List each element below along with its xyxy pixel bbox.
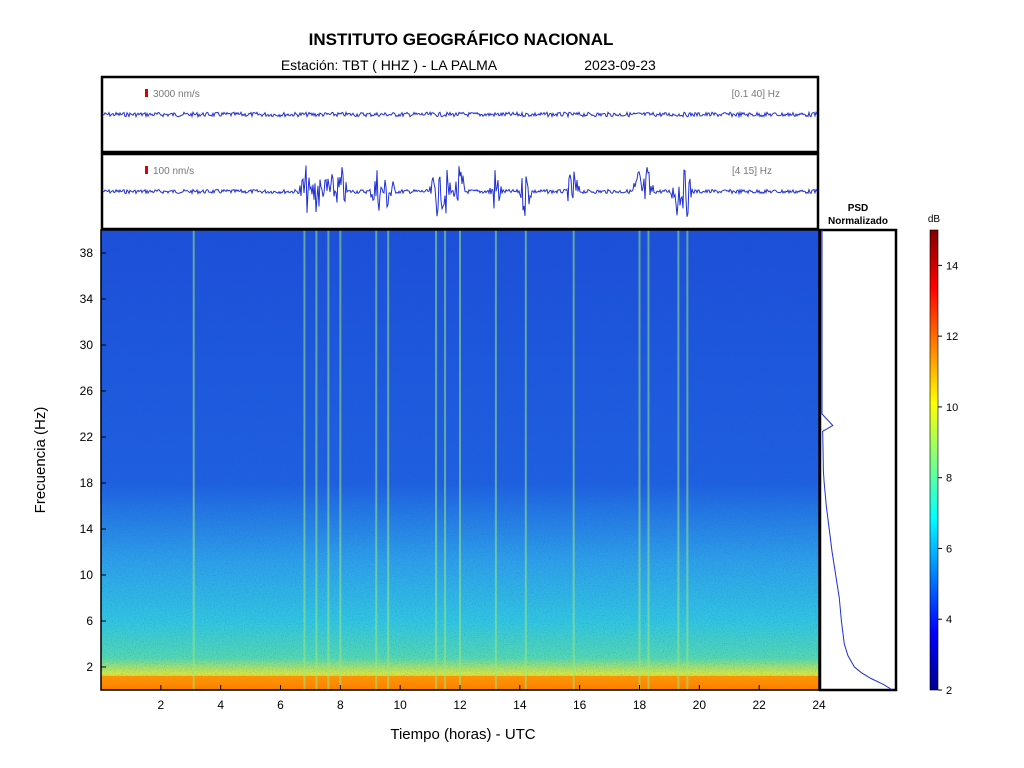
colorbar-tick-label: 10 <box>946 402 958 414</box>
spectrogram-panel: 2 4 6 8 10 12 14 16 18 20 22 24 261014182226303438 … <box>32 229 826 743</box>
x-tick-label: 18 <box>633 698 647 712</box>
x-tick-label: 20 <box>693 698 707 712</box>
colorbar-tick-label: 2 <box>946 685 952 697</box>
x-tick-label: 22 <box>752 698 766 712</box>
x-axis-label: Tiempo (horas) - UTC <box>390 726 535 743</box>
y-tick-label: 34 <box>80 292 94 306</box>
station-label: Estación: TBT ( HHZ ) - LA PALMA <box>281 57 498 73</box>
y-tick-label: 22 <box>80 430 94 444</box>
x-tick-label: 6 <box>277 698 284 712</box>
y-tick-label: 38 <box>80 246 94 260</box>
colorbar-tick-label: 14 <box>946 260 958 272</box>
filter-label-filtered: [4 15] Hz <box>732 166 772 177</box>
spectrogram-event-lines <box>192 230 689 690</box>
scale-marker-broadband <box>145 89 148 97</box>
filter-label-broadband: [0.1 40] Hz <box>732 89 780 100</box>
colorbar-tick-label: 4 <box>946 614 952 626</box>
colorbar-tick-label: 6 <box>946 543 952 555</box>
y-tick-label: 6 <box>86 614 93 628</box>
psd-subtitle: Normalizado <box>828 216 888 227</box>
x-tick-label: 8 <box>337 698 344 712</box>
scale-marker-filtered <box>145 166 148 174</box>
scale-label-filtered: 100 nm/s <box>153 166 194 177</box>
colorbar-tick-label: 12 <box>946 331 958 343</box>
psd-curve <box>821 230 893 691</box>
date-label: 2023-09-23 <box>584 57 656 73</box>
colorbar-ticks: 2 4 6 8 10 12 14 <box>938 260 958 697</box>
figure-title: INSTITUTO GEOGRÁFICO NACIONAL <box>309 30 614 49</box>
trace-line <box>102 165 818 217</box>
seismogram-filtered-trace <box>102 165 818 217</box>
psd-title: PSD <box>848 203 869 214</box>
scale-label-broadband: 3000 nm/s <box>153 89 200 100</box>
x-tick-label: 12 <box>453 698 467 712</box>
x-tick-label: 16 <box>573 698 587 712</box>
y-tick-label: 2 <box>86 660 93 674</box>
y-tick-label: 14 <box>80 522 94 536</box>
seismogram-broadband-panel: 3000 nm/s [0.1 40] Hz <box>100 75 820 154</box>
x-tick-label: 4 <box>217 698 224 712</box>
x-tick-label: 10 <box>393 698 407 712</box>
seismogram-filtered-frame <box>100 152 820 231</box>
seismogram-broadband-trace <box>102 110 818 119</box>
psd-panel: PSD Normalizado <box>818 203 898 692</box>
y-tick-label: 30 <box>80 338 94 352</box>
y-tick-label: 18 <box>80 476 94 490</box>
x-tick-label: 24 <box>812 698 826 712</box>
seismogram-filtered-panel: 100 nm/s [4 15] Hz <box>100 152 820 231</box>
colorbar-label: dB <box>928 214 941 225</box>
y-tick-label: 26 <box>80 384 94 398</box>
psd-frame <box>818 228 898 692</box>
colorbar: dB 2 4 6 8 10 12 14 <box>928 214 958 697</box>
trace-line <box>102 110 818 119</box>
y-axis-label: Frecuencia (Hz) <box>32 407 49 514</box>
colorbar-tick-label: 8 <box>946 473 952 485</box>
seismogram-broadband-frame <box>100 75 820 154</box>
x-tick-label: 2 <box>157 698 164 712</box>
x-tick-label: 14 <box>513 698 527 712</box>
spectrogram-x-axis: 2 4 6 8 10 12 14 16 18 20 22 24 <box>157 685 826 712</box>
y-tick-label: 10 <box>80 568 94 582</box>
colorbar-gradient <box>929 229 939 691</box>
